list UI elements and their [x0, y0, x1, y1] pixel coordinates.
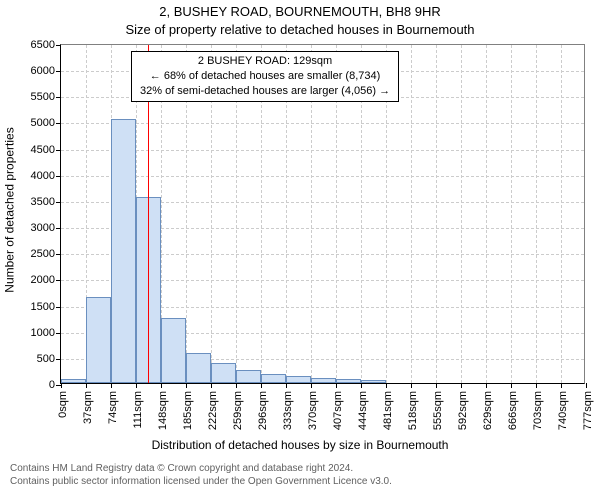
x-tick-mark — [536, 383, 537, 388]
x-tick-label: 407sqm — [332, 391, 344, 430]
gridline-horizontal — [61, 150, 584, 151]
gridline-horizontal — [61, 176, 584, 177]
x-tick-label: 333sqm — [282, 391, 294, 430]
x-tick-label: 370sqm — [307, 391, 319, 430]
x-axis-label: Distribution of detached houses by size … — [0, 438, 600, 452]
x-tick-mark — [461, 383, 462, 388]
gridline-vertical — [411, 45, 412, 383]
x-tick-label: 259sqm — [232, 391, 244, 430]
x-tick-mark — [486, 383, 487, 388]
footnote: Contains HM Land Registry data © Crown c… — [10, 462, 392, 488]
x-tick-mark — [136, 383, 137, 388]
x-tick-label: 592sqm — [457, 391, 469, 430]
histogram-bar — [236, 370, 261, 383]
y-tick-label: 6000 — [31, 65, 61, 77]
x-tick-label: 555sqm — [432, 391, 444, 430]
x-tick-mark — [436, 383, 437, 388]
x-tick-mark — [336, 383, 337, 388]
x-tick-mark — [86, 383, 87, 388]
x-tick-label: 111sqm — [132, 391, 144, 429]
histogram-bar — [311, 378, 336, 383]
x-tick-label: 666sqm — [507, 391, 519, 430]
gridline-vertical — [461, 45, 462, 383]
x-tick-label: 444sqm — [357, 391, 369, 430]
y-tick-label: 2500 — [31, 248, 61, 260]
x-tick-mark — [186, 383, 187, 388]
x-tick-label: 703sqm — [532, 391, 544, 430]
y-tick-label: 4000 — [31, 170, 61, 182]
x-tick-label: 74sqm — [107, 391, 119, 424]
gridline-vertical — [436, 45, 437, 383]
y-tick-label: 4500 — [31, 144, 61, 156]
histogram-bar — [161, 318, 186, 383]
histogram-plot: 0500100015002000250030003500400045005000… — [60, 44, 585, 384]
histogram-bar — [61, 379, 86, 383]
histogram-bar — [211, 363, 236, 383]
callout-line3: 32% of semi-detached houses are larger (… — [140, 84, 390, 99]
y-tick-label: 5000 — [31, 117, 61, 129]
x-tick-mark — [236, 383, 237, 388]
y-axis-label: Number of detached properties — [2, 0, 18, 420]
y-tick-label: 2000 — [31, 274, 61, 286]
callout-box: 2 BUSHEY ROAD: 129sqm← 68% of detached h… — [131, 51, 399, 102]
x-tick-mark — [61, 383, 62, 388]
footnote-line2: Contains public sector information licen… — [10, 475, 392, 488]
x-tick-mark — [586, 383, 587, 388]
y-tick-label: 1000 — [31, 327, 61, 339]
chart-title-address: 2, BUSHEY ROAD, BOURNEMOUTH, BH8 9HR — [0, 4, 600, 19]
x-tick-mark — [411, 383, 412, 388]
histogram-bar — [286, 376, 311, 383]
histogram-bar — [261, 374, 286, 383]
x-tick-label: 740sqm — [557, 391, 569, 430]
x-tick-mark — [511, 383, 512, 388]
y-tick-label: 1500 — [31, 301, 61, 313]
chart-title-subtitle: Size of property relative to detached ho… — [0, 22, 600, 37]
x-tick-label: 37sqm — [82, 391, 94, 424]
histogram-bar — [361, 380, 386, 383]
x-tick-mark — [311, 383, 312, 388]
x-tick-label: 185sqm — [182, 391, 194, 430]
y-tick-label: 6500 — [31, 39, 61, 51]
callout-line1: 2 BUSHEY ROAD: 129sqm — [140, 54, 390, 69]
y-tick-label: 3500 — [31, 196, 61, 208]
histogram-bar — [111, 119, 136, 383]
histogram-bar — [186, 353, 211, 383]
x-tick-label: 629sqm — [482, 391, 494, 430]
gridline-horizontal — [61, 123, 584, 124]
x-tick-label: 0sqm — [57, 391, 69, 418]
callout-line2: ← 68% of detached houses are smaller (8,… — [140, 69, 390, 84]
x-tick-mark — [561, 383, 562, 388]
x-tick-mark — [286, 383, 287, 388]
x-tick-mark — [111, 383, 112, 388]
gridline-vertical — [561, 45, 562, 383]
x-tick-label: 148sqm — [157, 391, 169, 430]
x-tick-mark — [261, 383, 262, 388]
gridline-vertical — [486, 45, 487, 383]
x-tick-mark — [161, 383, 162, 388]
x-tick-label: 518sqm — [407, 391, 419, 430]
y-tick-label: 5500 — [31, 91, 61, 103]
y-tick-label: 3000 — [31, 222, 61, 234]
y-tick-label: 500 — [37, 353, 61, 365]
footnote-line1: Contains HM Land Registry data © Crown c… — [10, 462, 392, 475]
gridline-vertical — [536, 45, 537, 383]
x-tick-label: 777sqm — [582, 391, 594, 430]
x-tick-mark — [361, 383, 362, 388]
x-tick-label: 481sqm — [382, 391, 394, 430]
x-tick-mark — [211, 383, 212, 388]
y-tick-label: 0 — [49, 379, 61, 391]
gridline-vertical — [511, 45, 512, 383]
histogram-bar — [86, 297, 111, 383]
x-tick-mark — [386, 383, 387, 388]
histogram-bar — [336, 379, 361, 383]
x-tick-label: 296sqm — [257, 391, 269, 430]
x-tick-label: 222sqm — [207, 391, 219, 430]
